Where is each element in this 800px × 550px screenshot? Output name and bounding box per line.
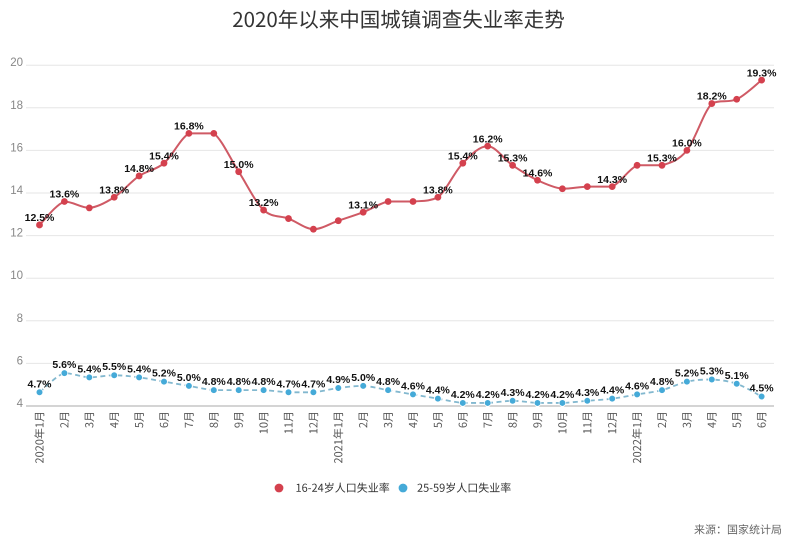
svg-text:15.3%: 15.3% — [498, 153, 528, 165]
svg-text:15.4%: 15.4% — [448, 150, 478, 162]
svg-text:14.8%: 14.8% — [124, 163, 154, 175]
svg-text:15.0%: 15.0% — [224, 159, 254, 171]
svg-text:4.8%: 4.8% — [227, 376, 252, 388]
svg-text:16.2%: 16.2% — [473, 133, 503, 145]
svg-text:5.2%: 5.2% — [152, 368, 177, 380]
svg-text:4.2%: 4.2% — [476, 389, 501, 401]
svg-text:4.8%: 4.8% — [252, 376, 277, 388]
svg-text:14: 14 — [10, 185, 23, 197]
svg-text:13.8%: 13.8% — [99, 185, 129, 197]
svg-text:5.4%: 5.4% — [77, 363, 102, 375]
svg-text:13.8%: 13.8% — [423, 185, 453, 197]
svg-text:4.7%: 4.7% — [277, 378, 302, 390]
svg-text:4.7%: 4.7% — [301, 378, 326, 390]
svg-text:15.4%: 15.4% — [149, 150, 179, 162]
svg-text:14.6%: 14.6% — [523, 167, 553, 179]
svg-text:5.3%: 5.3% — [700, 366, 725, 378]
svg-text:4.6%: 4.6% — [401, 380, 426, 392]
svg-text:5.0%: 5.0% — [177, 372, 202, 384]
svg-text:12.5%: 12.5% — [25, 212, 55, 224]
svg-text:4.2%: 4.2% — [526, 389, 551, 401]
svg-text:5.2%: 5.2% — [675, 368, 700, 380]
svg-text:4.8%: 4.8% — [650, 376, 675, 388]
svg-text:12: 12 — [10, 228, 23, 240]
svg-text:5.1%: 5.1% — [725, 370, 750, 382]
svg-text:13.1%: 13.1% — [348, 199, 378, 211]
svg-text:16.0%: 16.0% — [672, 138, 702, 150]
svg-text:16: 16 — [10, 142, 23, 154]
svg-text:15.3%: 15.3% — [647, 153, 677, 165]
svg-text:16.8%: 16.8% — [174, 121, 204, 133]
svg-text:4.6%: 4.6% — [625, 380, 650, 392]
svg-text:4.3%: 4.3% — [575, 387, 600, 399]
svg-text:5.5%: 5.5% — [102, 361, 127, 373]
svg-text:18.2%: 18.2% — [697, 91, 727, 103]
svg-text:4.4%: 4.4% — [426, 385, 451, 397]
svg-text:19.3%: 19.3% — [747, 67, 777, 79]
svg-text:13.2%: 13.2% — [249, 197, 279, 209]
svg-text:4.7%: 4.7% — [28, 378, 53, 390]
svg-text:20: 20 — [10, 57, 23, 69]
svg-text:18: 18 — [10, 100, 23, 112]
svg-text:4: 4 — [17, 398, 24, 410]
svg-text:4.5%: 4.5% — [750, 383, 775, 395]
svg-text:4.9%: 4.9% — [326, 374, 351, 386]
svg-text:14.3%: 14.3% — [597, 174, 627, 186]
svg-text:4.2%: 4.2% — [550, 389, 575, 401]
svg-text:6: 6 — [17, 355, 23, 367]
svg-text:10: 10 — [10, 270, 23, 282]
svg-text:13.6%: 13.6% — [50, 189, 80, 201]
svg-text:5.4%: 5.4% — [127, 363, 152, 375]
svg-text:4.8%: 4.8% — [376, 376, 401, 388]
svg-text:4.3%: 4.3% — [501, 387, 526, 399]
svg-text:4.2%: 4.2% — [451, 389, 476, 401]
svg-text:4.8%: 4.8% — [202, 376, 227, 388]
svg-text:5.6%: 5.6% — [52, 359, 77, 371]
svg-text:4.4%: 4.4% — [600, 385, 625, 397]
svg-text:8: 8 — [17, 313, 23, 325]
svg-text:5.0%: 5.0% — [351, 372, 376, 384]
